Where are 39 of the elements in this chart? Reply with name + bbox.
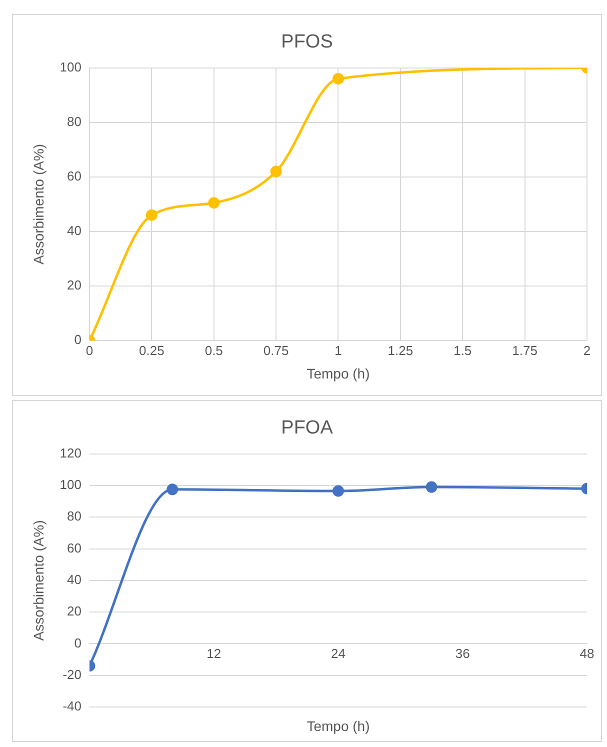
- y-tick-label: 0: [74, 332, 82, 348]
- y-axis-title: Assorbimento (A%): [30, 144, 46, 264]
- x-tick-label: 48: [580, 646, 594, 662]
- x-tick-label: 2: [583, 342, 591, 358]
- x-tick-label: 24: [331, 646, 346, 662]
- x-tick-label: 0.25: [139, 342, 164, 358]
- x-tick-label: 0.5: [204, 342, 223, 358]
- x-tick-label: 12: [206, 646, 222, 662]
- y-tick-label: 40: [67, 223, 82, 238]
- point: [426, 481, 438, 493]
- x-tick-label: 1.25: [388, 342, 414, 358]
- y-axis-title: Assorbimento (A%): [30, 520, 46, 641]
- point: [332, 485, 344, 497]
- x-tick-label: 0.75: [263, 342, 289, 358]
- x-tick-label: 1.75: [512, 342, 538, 358]
- x-tick-label: 36: [455, 646, 470, 662]
- chart-title: PFOS: [281, 32, 333, 53]
- y-tick-label: 40: [67, 572, 82, 587]
- y-tick-label: 120: [60, 445, 82, 460]
- y-tick-label: 60: [67, 540, 82, 556]
- y-tick-label: 100: [60, 477, 82, 492]
- x-axis-title: Tempo (h): [306, 365, 370, 382]
- y-tick-label: 60: [67, 168, 82, 184]
- y-tick-label: 20: [67, 604, 82, 619]
- x-tick-label: 1.5: [454, 342, 472, 358]
- x-tick-label: 1: [334, 342, 342, 358]
- point: [270, 166, 282, 178]
- y-tick-label: 80: [67, 114, 82, 129]
- y-tick-label: -20: [62, 666, 82, 682]
- point: [146, 209, 158, 221]
- chart-title: PFOA: [281, 418, 334, 439]
- x-tick-label: 0: [86, 342, 94, 358]
- y-tick-label: 20: [67, 278, 82, 293]
- x-axis-title: Tempo (h): [306, 718, 370, 734]
- y-tick-label: 100: [60, 59, 82, 74]
- y-tick-label: -40: [62, 698, 82, 714]
- y-tick-label: 80: [67, 508, 82, 524]
- y-tick-label: 0: [74, 635, 82, 650]
- point: [208, 197, 220, 209]
